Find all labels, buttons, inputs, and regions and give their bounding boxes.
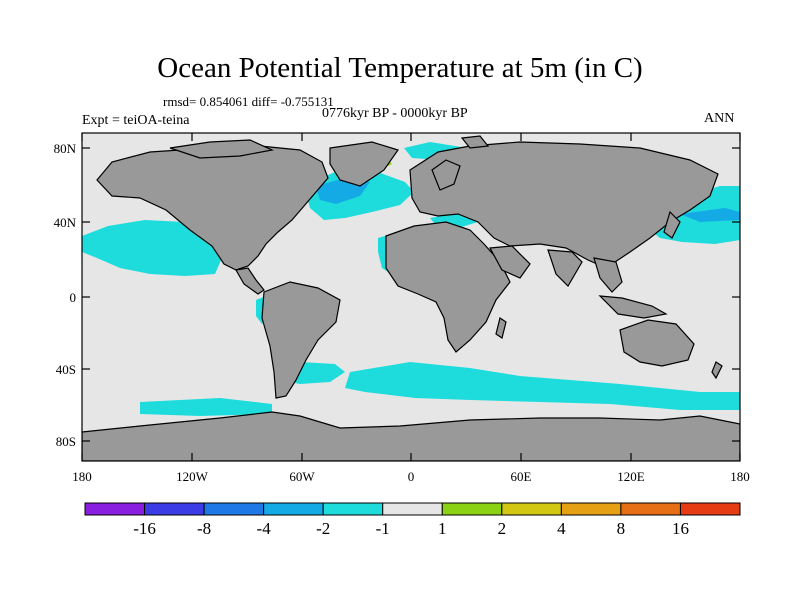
lat-label: 80N <box>54 141 77 156</box>
colorbar-swatch <box>679 502 741 516</box>
lon-label: 0 <box>408 469 415 484</box>
madagascar <box>495 317 507 339</box>
lon-label: 180 <box>72 469 92 484</box>
colorbar-swatch <box>620 502 681 516</box>
experiment-label: Expt = teiOA-teina <box>82 113 190 128</box>
map-title: Ocean Potential Temperature at 5m (in C) <box>157 52 643 84</box>
new-zealand <box>711 361 723 380</box>
lat-label: 80S <box>56 434 76 449</box>
north-pacific-anomaly <box>82 220 222 276</box>
colorbar-swatch <box>322 502 384 516</box>
colorbar: -16 -8 -4 -2 -1 1 2 4 8 16 <box>84 502 741 538</box>
japan <box>663 210 681 239</box>
colorbar-label: -4 <box>257 519 272 538</box>
lon-label: 120E <box>617 469 645 484</box>
colorbar-label: -2 <box>316 519 330 538</box>
map-plot-area <box>82 133 740 461</box>
south-america <box>261 281 341 399</box>
southeast-asia <box>593 257 623 293</box>
period-label: 0776kyr BP - 0000kyr BP <box>322 106 468 121</box>
indonesia <box>598 295 668 319</box>
colorbar-label: -8 <box>197 519 211 538</box>
lat-label: 40S <box>56 362 76 377</box>
africa <box>385 221 511 353</box>
eurasia <box>409 141 719 269</box>
colorbar-label: 8 <box>617 519 626 538</box>
southern-ocean-anomaly-atlantic <box>345 362 740 410</box>
colorbar-swatch <box>203 502 265 516</box>
colorbar-label: 4 <box>557 519 566 538</box>
arctic-islands <box>169 139 274 159</box>
lon-label: 60W <box>289 469 315 484</box>
longitude-axis: 180 120W 60W 0 60E 120E 180 <box>72 133 750 484</box>
colorbar-swatch <box>84 502 146 516</box>
northwest-pacific-core <box>680 208 740 222</box>
stats-line: rmsd= 0.854061 diff= -0.755131 <box>163 94 334 109</box>
india <box>547 249 583 287</box>
lat-label: 0 <box>70 290 77 305</box>
central-america <box>235 267 265 295</box>
australia <box>619 319 695 367</box>
scandinavia <box>431 159 461 191</box>
svalbard <box>460 135 490 149</box>
lat-label: 40N <box>54 215 77 230</box>
season-label: ANN <box>704 111 735 126</box>
colorbar-label: 16 <box>672 519 689 538</box>
colorbar-label: -1 <box>376 519 390 538</box>
latitude-axis: 80N 40N 0 40S 80S <box>54 141 740 449</box>
antarctica <box>82 411 740 461</box>
lon-label: 180 <box>730 469 750 484</box>
greenland <box>329 141 399 187</box>
colorbar-label: -16 <box>133 519 156 538</box>
colorbar-swatch <box>144 502 205 516</box>
colorbar-swatch <box>441 502 503 516</box>
lon-label: 60E <box>511 469 532 484</box>
colorbar-label: 1 <box>438 519 447 538</box>
land-layer <box>82 135 740 461</box>
colorbar-swatch <box>382 502 443 516</box>
colorbar-swatch <box>560 502 622 516</box>
lon-label: 120W <box>176 469 209 484</box>
arabia <box>489 245 531 279</box>
colorbar-label: 2 <box>498 519 507 538</box>
colorbar-swatch <box>501 502 562 516</box>
colorbar-swatch <box>263 502 324 516</box>
subantarctic-pacific-anomaly <box>140 398 272 416</box>
